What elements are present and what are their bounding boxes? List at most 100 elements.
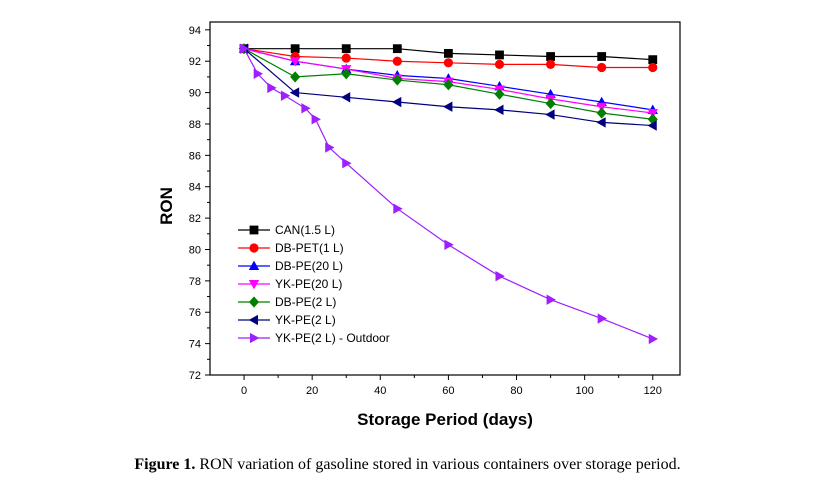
data-point <box>290 44 300 54</box>
data-point <box>392 56 402 66</box>
y-tick-label: 88 <box>189 119 201 131</box>
x-tick-label: 0 <box>241 385 247 397</box>
data-point <box>443 58 454 68</box>
legend-marker <box>248 296 260 308</box>
y-tick-label: 86 <box>189 150 201 162</box>
data-point <box>341 44 351 54</box>
data-point <box>546 52 555 61</box>
y-tick-label: 90 <box>189 88 201 100</box>
data-point <box>289 87 300 98</box>
figure-caption: Figure 1. RON variation of gasoline stor… <box>0 456 815 474</box>
series-5 <box>239 43 658 125</box>
legend-label: DB-PET(1 L) <box>275 241 344 255</box>
y-tick-label: 84 <box>189 182 201 194</box>
data-point <box>392 44 402 54</box>
data-point <box>596 102 607 113</box>
data-point <box>545 59 556 69</box>
legend-marker <box>249 332 260 344</box>
x-tick-label: 120 <box>644 385 662 397</box>
data-point <box>341 53 351 63</box>
data-point <box>444 48 453 58</box>
legend-label: YK-PE(2 L) - Outdoor <box>275 331 390 345</box>
data-point <box>596 117 606 128</box>
y-tick-label: 92 <box>189 56 201 68</box>
data-point <box>647 108 658 119</box>
plot-frame <box>209 21 681 376</box>
data-point <box>546 294 556 305</box>
data-point <box>443 79 454 91</box>
data-point <box>495 50 504 60</box>
data-point <box>393 203 403 214</box>
legend-marker <box>248 314 259 326</box>
figure-label: Figure 1. <box>134 456 196 473</box>
x-tick-label: 20 <box>306 385 318 397</box>
legend-marker <box>249 243 259 253</box>
data-point <box>280 90 291 101</box>
data-point <box>596 107 607 119</box>
y-tick-label: 82 <box>189 213 201 225</box>
data-point <box>647 120 657 131</box>
data-point <box>301 103 311 114</box>
data-point <box>597 62 607 73</box>
legend-label: CAN(1.5 L) <box>275 223 335 237</box>
legend-item: YK-PE(2 L) - Outdoor <box>238 331 390 345</box>
data-point <box>494 104 504 116</box>
data-point <box>444 239 454 250</box>
data-point <box>311 114 321 125</box>
legend-item: YK-PE(20 L) <box>238 277 342 291</box>
figure-caption-text: RON variation of gasoline stored in vari… <box>195 456 681 473</box>
legend-item: YK-PE(2 L) <box>238 313 336 327</box>
series-layer <box>238 43 659 345</box>
legend-marker <box>248 279 260 290</box>
y-tick-label: 72 <box>189 370 201 382</box>
series-7 <box>240 43 659 345</box>
data-point <box>648 333 659 345</box>
data-point <box>545 97 556 110</box>
data-point <box>545 109 555 120</box>
data-point <box>443 101 453 112</box>
x-axis-title: Storage Period (days) <box>357 410 533 429</box>
legend-item: DB-PET(1 L) <box>238 241 344 255</box>
data-point <box>648 62 658 73</box>
x-tick-label: 60 <box>442 385 454 397</box>
data-point <box>494 59 505 69</box>
data-point <box>325 142 335 153</box>
data-point <box>597 313 607 324</box>
legend-label: YK-PE(2 L) <box>275 313 336 327</box>
x-axis: 0 20 40 60 80 100 120 <box>241 375 662 397</box>
legend-marker <box>248 260 260 271</box>
x-tick-label: 100 <box>575 385 593 397</box>
data-point <box>494 88 505 100</box>
data-point <box>253 68 264 79</box>
legend-item: CAN(1.5 L) <box>238 223 335 237</box>
y-axis-title: RON <box>157 187 176 225</box>
y-tick-label: 78 <box>189 276 201 288</box>
y-tick-label: 76 <box>189 307 201 319</box>
data-point <box>341 68 352 80</box>
data-point <box>648 55 658 65</box>
ron-chart: 0 20 40 60 80 100 120 72 74 76 78 80 82 84 86 88 90 92 94… <box>157 21 681 429</box>
y-tick-label: 94 <box>189 25 201 37</box>
legend-marker <box>249 225 259 235</box>
data-point <box>290 71 301 83</box>
data-point <box>342 158 352 169</box>
data-point <box>391 96 402 108</box>
y-axis: 72 74 76 78 80 82 84 86 88 90 92 94 <box>189 25 210 382</box>
y-tick-label: 74 <box>189 339 201 351</box>
x-tick-label: 80 <box>510 385 522 397</box>
y-tick-label: 80 <box>189 244 201 256</box>
legend: CAN(1.5 L) DB-PET(1 L) DB-PE(20 L) YK-PE(20… <box>238 223 390 345</box>
data-point <box>597 52 607 61</box>
legend-item: DB-PE(2 L) <box>238 295 336 309</box>
x-tick-label: 40 <box>374 385 386 397</box>
data-point <box>240 43 250 54</box>
data-point <box>267 82 277 94</box>
data-point <box>289 57 301 67</box>
data-point <box>340 92 351 103</box>
legend-label: DB-PE(2 L) <box>275 295 336 309</box>
data-point <box>392 74 403 86</box>
legend-label: YK-PE(20 L) <box>275 277 342 291</box>
data-point <box>495 270 505 282</box>
legend-item: DB-PE(20 L) <box>238 259 343 273</box>
legend-label: DB-PE(20 L) <box>275 259 343 273</box>
